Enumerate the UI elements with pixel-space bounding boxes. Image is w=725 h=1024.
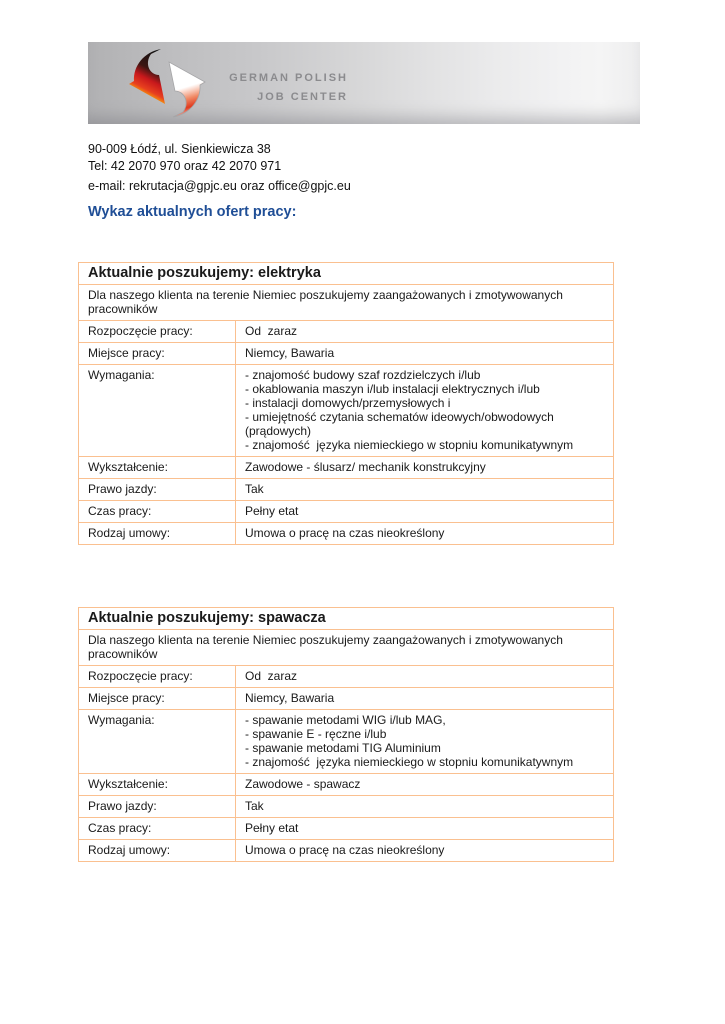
offer-title: Aktualnie poszukujemy: elektryka xyxy=(78,262,614,285)
row-working-time: Czas pracy: Pełny etat xyxy=(78,817,614,840)
contact-block: 90-009 Łódź, ul. Sienkiewicza 38 Tel: 42… xyxy=(88,141,351,195)
offer-intro-row: Dla naszego klienta na terenie Niemiec p… xyxy=(78,284,614,321)
field-value: Pełny etat xyxy=(235,500,614,523)
offer-intro-row: Dla naszego klienta na terenie Niemiec p… xyxy=(78,629,614,666)
field-value: Umowa o pracę na czas nieokreślony xyxy=(235,839,614,862)
address-line: 90-009 Łódź, ul. Sienkiewicza 38 xyxy=(88,142,271,156)
offer-table-spawacz: Aktualnie poszukujemy: spawacza Dla nasz… xyxy=(78,607,614,862)
field-value: Zawodowe - ślusarz/ mechanik konstrukcyj… xyxy=(235,456,614,479)
field-label: Wymagania: xyxy=(78,364,236,457)
row-education: Wykształcenie: Zawodowe - spawacz xyxy=(78,773,614,796)
offer-title: Aktualnie poszukujemy: spawacza xyxy=(78,607,614,630)
field-value: Tak xyxy=(235,478,614,501)
logo-wordmark: GERMAN POLISH JOB CENTER xyxy=(216,69,348,107)
field-label: Prawo jazdy: xyxy=(78,795,236,818)
field-label: Czas pracy: xyxy=(78,500,236,523)
row-requirements: Wymagania: - spawanie metodami WIG i/lub… xyxy=(78,709,614,774)
field-value: Od zaraz xyxy=(235,665,614,688)
offer-intro: Dla naszego klienta na terenie Niemiec p… xyxy=(78,284,614,321)
row-requirements: Wymagania: - znajomość budowy szaf rozdz… xyxy=(78,364,614,457)
row-driving-license: Prawo jazdy: Tak xyxy=(78,795,614,818)
row-start-date: Rozpoczęcie pracy: Od zaraz xyxy=(78,320,614,343)
page-title: Wykaz aktualnych ofert pracy: xyxy=(88,204,297,220)
row-contract-type: Rodzaj umowy: Umowa o pracę na czas nieo… xyxy=(78,522,614,545)
field-label: Prawo jazdy: xyxy=(78,478,236,501)
field-label: Miejsce pracy: xyxy=(78,342,236,365)
german-arrow-shape xyxy=(129,49,165,104)
field-value: Umowa o pracę na czas nieokreślony xyxy=(235,522,614,545)
field-value: Od zaraz xyxy=(235,320,614,343)
field-label: Czas pracy: xyxy=(78,817,236,840)
field-value: - spawanie metodami WIG i/lub MAG, - spa… xyxy=(235,709,614,774)
field-value: Niemcy, Bawaria xyxy=(235,687,614,710)
row-location: Miejsce pracy: Niemcy, Bawaria xyxy=(78,342,614,365)
field-label: Miejsce pracy: xyxy=(78,687,236,710)
row-education: Wykształcenie: Zawodowe - ślusarz/ mecha… xyxy=(78,456,614,479)
field-label: Wymagania: xyxy=(78,709,236,774)
gpjc-logo-icon xyxy=(129,49,206,118)
field-value: Pełny etat xyxy=(235,817,614,840)
field-label: Rodzaj umowy: xyxy=(78,522,236,545)
field-value: Niemcy, Bawaria xyxy=(235,342,614,365)
logo-line-2: JOB CENTER xyxy=(257,91,348,103)
field-label: Rozpoczęcie pracy: xyxy=(78,665,236,688)
email-line: e-mail: rekrutacja@gpjc.eu oraz office@g… xyxy=(88,179,351,193)
field-label: Rodzaj umowy: xyxy=(78,839,236,862)
field-label: Wykształcenie: xyxy=(78,456,236,479)
field-label: Rozpoczęcie pracy: xyxy=(78,320,236,343)
row-start-date: Rozpoczęcie pracy: Od zaraz xyxy=(78,665,614,688)
row-contract-type: Rodzaj umowy: Umowa o pracę na czas nieo… xyxy=(78,839,614,862)
field-value: - znajomość budowy szaf rozdzielczych i/… xyxy=(235,364,614,457)
offer-intro: Dla naszego klienta na terenie Niemiec p… xyxy=(78,629,614,666)
field-label: Wykształcenie: xyxy=(78,773,236,796)
logo-line-1: GERMAN POLISH xyxy=(229,72,348,84)
row-location: Miejsce pracy: Niemcy, Bawaria xyxy=(78,687,614,710)
row-working-time: Czas pracy: Pełny etat xyxy=(78,500,614,523)
offer-title-row: Aktualnie poszukujemy: spawacza xyxy=(78,607,614,630)
field-value: Zawodowe - spawacz xyxy=(235,773,614,796)
header-banner: GERMAN POLISH JOB CENTER xyxy=(88,42,640,124)
offer-title-row: Aktualnie poszukujemy: elektryka xyxy=(78,262,614,285)
field-value: Tak xyxy=(235,795,614,818)
phone-line: Tel: 42 2070 970 oraz 42 2070 971 xyxy=(88,159,282,173)
row-driving-license: Prawo jazdy: Tak xyxy=(78,478,614,501)
offer-table-elektryk: Aktualnie poszukujemy: elektryka Dla nas… xyxy=(78,262,614,545)
polish-arrow-shape xyxy=(168,61,206,118)
